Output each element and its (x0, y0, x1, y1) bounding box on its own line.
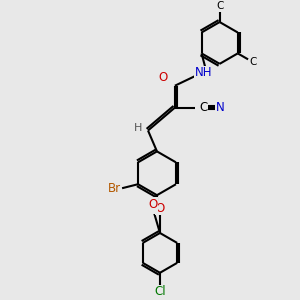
Text: C: C (249, 57, 257, 67)
Text: N: N (216, 101, 225, 114)
Text: NH: NH (195, 66, 212, 79)
Text: O: O (147, 201, 157, 214)
Text: Br: Br (108, 182, 121, 195)
Text: O: O (158, 71, 168, 84)
Text: Cl: Cl (154, 285, 166, 298)
Text: O: O (155, 202, 165, 214)
Text: C: C (200, 101, 208, 114)
Text: H: H (134, 122, 142, 133)
Text: O: O (148, 198, 158, 211)
Text: C: C (216, 1, 223, 11)
